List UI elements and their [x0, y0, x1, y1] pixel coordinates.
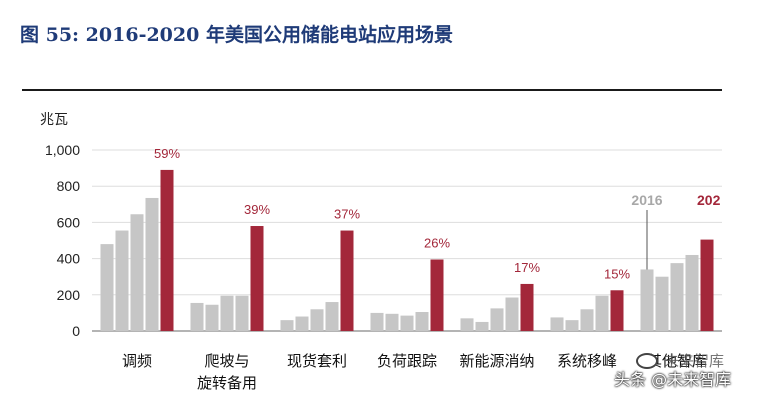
- bar-2020-cat-0: [160, 169, 174, 331]
- bar-2017-cat-5: [565, 320, 579, 331]
- bar-2019-cat-4: [505, 297, 519, 331]
- bar-2017-cat-1: [205, 304, 219, 331]
- bar-2018-cat-0: [130, 214, 144, 331]
- y-tick-label: 200: [57, 287, 81, 303]
- y-tick-label: 800: [57, 178, 81, 194]
- category-label: 爬坡与: [204, 352, 249, 370]
- growth-annotation: 59%: [154, 146, 180, 161]
- legend-end-year: 202: [697, 192, 721, 208]
- bar-2017-cat-2: [295, 316, 309, 331]
- y-tick-label: 0: [72, 323, 80, 339]
- bar-2016-cat-0: [100, 244, 114, 331]
- bar-2020-cat-1: [250, 226, 264, 331]
- bar-2016-cat-2: [280, 320, 294, 331]
- bar-2020-cat-2: [340, 230, 354, 331]
- category-label: 系统移峰: [557, 352, 617, 370]
- growth-annotation: 17%: [514, 260, 540, 275]
- bar-2019-cat-0: [145, 197, 159, 331]
- watermark-back-text: 未来智库: [664, 352, 725, 370]
- bar-2018-cat-3: [400, 315, 414, 331]
- bar-2018-cat-6: [670, 263, 684, 331]
- category-label: 旋转备用: [197, 374, 257, 392]
- title-underline: [22, 89, 722, 91]
- bar-2020-cat-4: [520, 283, 534, 331]
- bar-2019-cat-5: [595, 295, 609, 331]
- bar-2018-cat-4: [490, 308, 504, 331]
- category-label: 调频: [122, 352, 152, 370]
- bar-2017-cat-0: [115, 230, 129, 331]
- bar-2018-cat-2: [310, 309, 324, 331]
- y-tick-label: 1,000: [45, 142, 80, 158]
- bar-2017-cat-4: [475, 321, 489, 331]
- category-label: 新能源消纳: [459, 352, 534, 370]
- bar-2017-cat-3: [385, 313, 399, 331]
- y-tick-label: 400: [57, 251, 81, 267]
- bar-2016-cat-4: [460, 318, 474, 331]
- bar-2017-cat-6: [655, 276, 669, 331]
- growth-annotation: 15%: [604, 266, 630, 281]
- bar-2019-cat-1: [235, 295, 249, 331]
- bar-2020-cat-5: [610, 290, 624, 331]
- growth-annotation: 26%: [424, 236, 450, 251]
- watermark-text: 头条 @未来智库: [614, 370, 732, 389]
- bar-2016-cat-3: [370, 312, 384, 331]
- category-label: 现货套利: [287, 352, 347, 370]
- figure-title: 图 55: 2016-2020 年美国公用储能电站应用场景: [20, 24, 453, 46]
- bar-2019-cat-2: [325, 302, 339, 331]
- watermark-logo-icon: [636, 353, 658, 369]
- category-label: 负荷跟踪: [377, 352, 437, 370]
- bar-2019-cat-6: [685, 254, 699, 331]
- bar-2020-cat-6: [700, 239, 714, 331]
- y-tick-label: 600: [57, 214, 81, 230]
- bar-2016-cat-1: [190, 302, 204, 331]
- bar-2020-cat-3: [430, 259, 444, 331]
- bar-2016-cat-6: [640, 269, 654, 331]
- category-label: 其他智库: [647, 352, 707, 370]
- growth-annotation: 37%: [334, 207, 360, 222]
- y-axis-unit-label: 兆瓦: [40, 112, 68, 128]
- bar-2018-cat-1: [220, 295, 234, 331]
- bar-2019-cat-3: [415, 311, 429, 331]
- bar-2016-cat-5: [550, 317, 564, 331]
- legend-start-year: 2016: [631, 192, 662, 208]
- growth-annotation: 39%: [244, 202, 270, 217]
- bar-2018-cat-5: [580, 309, 594, 331]
